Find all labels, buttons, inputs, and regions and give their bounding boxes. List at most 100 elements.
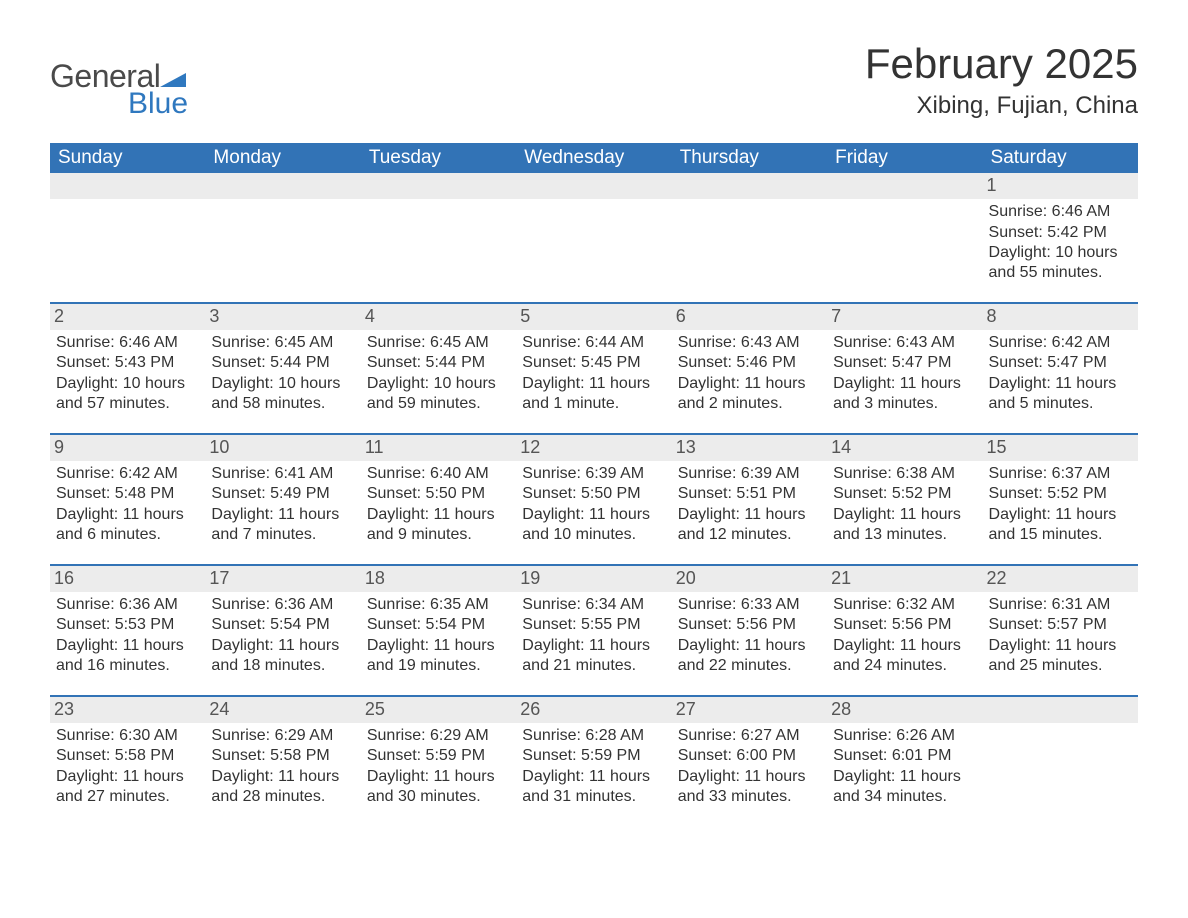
day-number: 16 [50,566,205,592]
sunrise-text: Sunrise: 6:30 AM [56,726,199,746]
day-number: 27 [672,697,827,723]
sunrise-text: Sunrise: 6:33 AM [678,595,821,615]
sunrise-text: Sunrise: 6:31 AM [989,595,1132,615]
calendar-day-cell: 6Sunrise: 6:43 AMSunset: 5:46 PMDaylight… [672,303,827,434]
header: General Blue February 2025 Xibing, Fujia… [50,40,1138,121]
day-number: 18 [361,566,516,592]
calendar-day-cell: 1Sunrise: 6:46 AMSunset: 5:42 PMDaylight… [983,173,1138,303]
day-body: Sunrise: 6:28 AMSunset: 5:59 PMDaylight:… [522,726,665,808]
daylight-text: Daylight: 11 hours and 16 minutes. [56,636,199,677]
weekday-header: Friday [827,143,982,173]
calendar-day-cell [50,173,205,303]
calendar-day-cell [516,173,671,303]
sunrise-text: Sunrise: 6:26 AM [833,726,976,746]
day-number [50,173,205,199]
day-body: Sunrise: 6:42 AMSunset: 5:47 PMDaylight:… [989,333,1132,415]
logo-word-blue: Blue [128,87,188,121]
day-number: 26 [516,697,671,723]
daylight-text: Daylight: 11 hours and 5 minutes. [989,374,1132,415]
calendar-day-cell [827,173,982,303]
sunrise-text: Sunrise: 6:42 AM [56,464,199,484]
calendar-body: 1Sunrise: 6:46 AMSunset: 5:42 PMDaylight… [50,173,1138,826]
sunset-text: Sunset: 5:49 PM [211,484,354,504]
calendar-day-cell: 19Sunrise: 6:34 AMSunset: 5:55 PMDayligh… [516,565,671,696]
sunrise-text: Sunrise: 6:35 AM [367,595,510,615]
day-number [516,173,671,199]
sunset-text: Sunset: 5:59 PM [522,746,665,766]
flag-icon [160,69,186,87]
daylight-text: Daylight: 11 hours and 33 minutes. [678,767,821,808]
daylight-text: Daylight: 11 hours and 7 minutes. [211,505,354,546]
day-number: 4 [361,304,516,330]
sunrise-text: Sunrise: 6:27 AM [678,726,821,746]
calendar-week-row: 1Sunrise: 6:46 AMSunset: 5:42 PMDaylight… [50,173,1138,303]
sunrise-text: Sunrise: 6:43 AM [833,333,976,353]
daylight-text: Daylight: 11 hours and 9 minutes. [367,505,510,546]
sunrise-text: Sunrise: 6:28 AM [522,726,665,746]
logo: General Blue [50,40,188,121]
sunrise-text: Sunrise: 6:46 AM [56,333,199,353]
daylight-text: Daylight: 10 hours and 55 minutes. [989,243,1132,284]
daylight-text: Daylight: 11 hours and 12 minutes. [678,505,821,546]
calendar-week-row: 23Sunrise: 6:30 AMSunset: 5:58 PMDayligh… [50,696,1138,826]
sunrise-text: Sunrise: 6:29 AM [211,726,354,746]
sunrise-text: Sunrise: 6:45 AM [367,333,510,353]
day-number: 28 [827,697,982,723]
day-number: 10 [205,435,360,461]
sunset-text: Sunset: 5:52 PM [989,484,1132,504]
daylight-text: Daylight: 11 hours and 10 minutes. [522,505,665,546]
sunset-text: Sunset: 5:42 PM [989,223,1132,243]
day-number: 9 [50,435,205,461]
daylight-text: Daylight: 10 hours and 57 minutes. [56,374,199,415]
calendar-day-cell: 12Sunrise: 6:39 AMSunset: 5:50 PMDayligh… [516,434,671,565]
sunset-text: Sunset: 5:53 PM [56,615,199,635]
sunset-text: Sunset: 5:43 PM [56,353,199,373]
sunset-text: Sunset: 5:51 PM [678,484,821,504]
day-body: Sunrise: 6:34 AMSunset: 5:55 PMDaylight:… [522,595,665,677]
daylight-text: Daylight: 11 hours and 1 minute. [522,374,665,415]
calendar-day-cell: 10Sunrise: 6:41 AMSunset: 5:49 PMDayligh… [205,434,360,565]
weekday-header: Tuesday [361,143,516,173]
calendar-header-row: Sunday Monday Tuesday Wednesday Thursday… [50,143,1138,173]
sunset-text: Sunset: 5:45 PM [522,353,665,373]
sunrise-text: Sunrise: 6:37 AM [989,464,1132,484]
calendar-day-cell: 16Sunrise: 6:36 AMSunset: 5:53 PMDayligh… [50,565,205,696]
calendar-day-cell: 11Sunrise: 6:40 AMSunset: 5:50 PMDayligh… [361,434,516,565]
day-number [983,697,1138,723]
day-number [205,173,360,199]
day-body: Sunrise: 6:36 AMSunset: 5:54 PMDaylight:… [211,595,354,677]
sunrise-text: Sunrise: 6:39 AM [522,464,665,484]
day-body: Sunrise: 6:45 AMSunset: 5:44 PMDaylight:… [367,333,510,415]
day-body: Sunrise: 6:45 AMSunset: 5:44 PMDaylight:… [211,333,354,415]
daylight-text: Daylight: 11 hours and 25 minutes. [989,636,1132,677]
sunset-text: Sunset: 5:47 PM [989,353,1132,373]
sunset-text: Sunset: 6:00 PM [678,746,821,766]
day-number: 2 [50,304,205,330]
day-body: Sunrise: 6:43 AMSunset: 5:46 PMDaylight:… [678,333,821,415]
sunset-text: Sunset: 5:54 PM [367,615,510,635]
sunset-text: Sunset: 5:56 PM [678,615,821,635]
calendar-day-cell: 8Sunrise: 6:42 AMSunset: 5:47 PMDaylight… [983,303,1138,434]
day-body: Sunrise: 6:44 AMSunset: 5:45 PMDaylight:… [522,333,665,415]
sunset-text: Sunset: 5:50 PM [522,484,665,504]
day-body: Sunrise: 6:42 AMSunset: 5:48 PMDaylight:… [56,464,199,546]
daylight-text: Daylight: 11 hours and 19 minutes. [367,636,510,677]
day-body: Sunrise: 6:32 AMSunset: 5:56 PMDaylight:… [833,595,976,677]
daylight-text: Daylight: 11 hours and 15 minutes. [989,505,1132,546]
day-number [672,173,827,199]
day-body: Sunrise: 6:40 AMSunset: 5:50 PMDaylight:… [367,464,510,546]
weekday-header: Sunday [50,143,205,173]
day-body: Sunrise: 6:43 AMSunset: 5:47 PMDaylight:… [833,333,976,415]
sunrise-text: Sunrise: 6:38 AM [833,464,976,484]
day-number: 15 [983,435,1138,461]
sunrise-text: Sunrise: 6:45 AM [211,333,354,353]
sunset-text: Sunset: 5:46 PM [678,353,821,373]
calendar-week-row: 16Sunrise: 6:36 AMSunset: 5:53 PMDayligh… [50,565,1138,696]
calendar-day-cell: 25Sunrise: 6:29 AMSunset: 5:59 PMDayligh… [361,696,516,826]
sunset-text: Sunset: 5:57 PM [989,615,1132,635]
day-number: 23 [50,697,205,723]
day-number [361,173,516,199]
sunset-text: Sunset: 5:44 PM [367,353,510,373]
sunrise-text: Sunrise: 6:36 AM [211,595,354,615]
calendar-day-cell: 18 Sunrise: 6:35 AMSunset: 5:54 PMDayligh… [361,565,516,696]
